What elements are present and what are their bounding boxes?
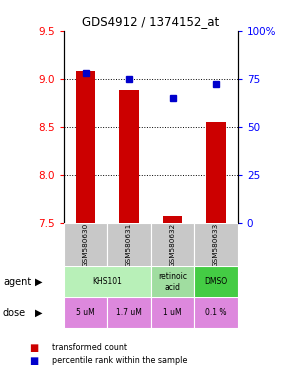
Text: ■: ■ [29,356,38,366]
Text: agent: agent [3,277,31,287]
Bar [107,223,151,267]
Bar [64,266,151,298]
Text: dose: dose [3,308,26,318]
Text: DMSO: DMSO [204,277,228,286]
Text: 1.7 uM: 1.7 uM [116,308,142,317]
Text: ■: ■ [29,343,38,353]
Bar [64,223,107,267]
Bar [163,216,182,223]
Text: ▶: ▶ [35,308,43,318]
Text: retinoic
acid: retinoic acid [158,272,187,291]
Text: KHS101: KHS101 [92,277,122,286]
Bar [107,297,151,328]
Text: 5 uM: 5 uM [76,308,95,317]
Text: GSM580632: GSM580632 [170,223,175,267]
Bar [194,223,238,267]
Text: GSM580630: GSM580630 [83,223,88,267]
Bar [76,71,95,223]
Bar [151,297,194,328]
Text: percentile rank within the sample: percentile rank within the sample [52,356,188,366]
Text: ▶: ▶ [35,277,43,287]
Bar [151,266,194,298]
Text: GSM580631: GSM580631 [126,223,132,267]
Text: 0.1 %: 0.1 % [205,308,227,317]
Bar [194,297,238,328]
Bar [119,90,139,223]
Bar [194,266,238,298]
Bar [64,297,107,328]
Text: 1 uM: 1 uM [163,308,182,317]
Bar [151,223,194,267]
Text: GSM580633: GSM580633 [213,223,219,267]
Text: transformed count: transformed count [52,343,127,352]
Title: GDS4912 / 1374152_at: GDS4912 / 1374152_at [82,15,220,28]
Bar [206,122,226,223]
